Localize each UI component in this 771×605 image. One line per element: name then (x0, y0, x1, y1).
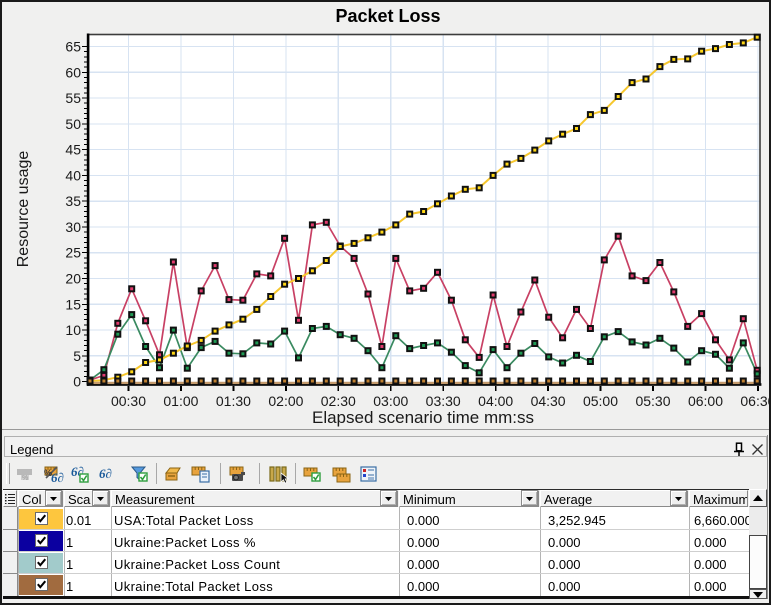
svg-text:04:30: 04:30 (531, 393, 566, 409)
svg-text:45: 45 (65, 142, 81, 158)
svg-text:35: 35 (65, 193, 81, 209)
svg-text:03:00: 03:00 (373, 393, 408, 409)
svg-text:%: % (44, 468, 52, 478)
svg-text:50: 50 (65, 116, 81, 132)
svg-text:20: 20 (65, 271, 81, 287)
svg-text:04:00: 04:00 (478, 393, 513, 409)
svg-text:60: 60 (65, 64, 81, 80)
svg-text:40: 40 (65, 167, 81, 183)
svg-text:65: 65 (65, 39, 81, 55)
svg-text:03:30: 03:30 (426, 393, 461, 409)
svg-text:01:00: 01:00 (163, 393, 198, 409)
svg-text:Packet Loss: Packet Loss (335, 6, 440, 26)
svg-text:00:30: 00:30 (111, 393, 146, 409)
svg-text:15: 15 (65, 296, 81, 312)
svg-text:01:30: 01:30 (216, 393, 251, 409)
svg-text:Elapsed scenario time mm:ss: Elapsed scenario time mm:ss (312, 408, 534, 427)
svg-text:05:00: 05:00 (583, 393, 618, 409)
svg-text:6∂: 6∂ (99, 466, 112, 481)
svg-text:5: 5 (73, 348, 81, 364)
svg-text:6∂: 6∂ (51, 470, 64, 484)
svg-text:06:30: 06:30 (740, 393, 771, 409)
svg-text:30: 30 (65, 219, 81, 235)
svg-text:05:30: 05:30 (635, 393, 670, 409)
svg-text:02:30: 02:30 (321, 393, 356, 409)
svg-text:Resource usage: Resource usage (15, 151, 32, 268)
svg-text:06:00: 06:00 (688, 393, 723, 409)
svg-text:%: % (22, 475, 28, 482)
svg-text:25: 25 (65, 245, 81, 261)
svg-text:10: 10 (65, 322, 81, 338)
svg-text:0: 0 (73, 374, 81, 390)
svg-text:55: 55 (65, 90, 81, 106)
svg-text:02:00: 02:00 (268, 393, 303, 409)
